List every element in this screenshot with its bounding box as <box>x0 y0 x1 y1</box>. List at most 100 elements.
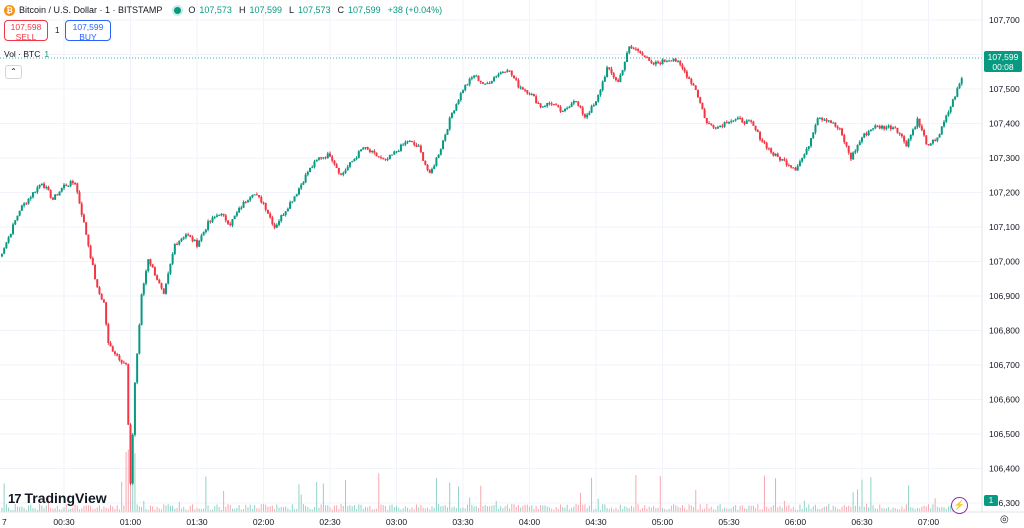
price-axis[interactable]: 106,300 106,400 106,500 106,600 106,700 106,8… <box>989 15 1020 508</box>
volume-bar <box>249 504 251 512</box>
volume-bar <box>899 509 901 512</box>
candle-body <box>393 151 396 155</box>
volume-bar <box>371 509 373 512</box>
volume-bar <box>289 509 291 512</box>
volume-bar <box>402 508 404 512</box>
candle-body <box>767 148 770 150</box>
volume-bar <box>491 505 493 512</box>
volume-bar <box>542 505 544 512</box>
volume-bar <box>433 507 435 512</box>
candle-body <box>176 243 179 245</box>
volume-bar <box>345 479 347 512</box>
low-label: L <box>288 5 294 15</box>
volume-bar <box>500 506 502 512</box>
volume-bar <box>859 506 861 512</box>
volume-bar <box>167 504 169 512</box>
volume-bar <box>690 505 692 512</box>
volume-bar <box>265 504 267 512</box>
candle-body <box>242 201 245 208</box>
volume-bar <box>449 482 451 512</box>
volume-bar <box>56 505 58 512</box>
volume-bar <box>812 506 814 512</box>
volume-bar <box>681 505 683 512</box>
volume-bar <box>896 509 898 512</box>
candle-body <box>215 215 218 217</box>
candle-body <box>100 293 103 300</box>
lightning-icon[interactable]: ⚡ <box>951 497 968 514</box>
candle-body <box>668 60 671 62</box>
volume-bar <box>212 509 214 512</box>
candle-body <box>852 152 855 160</box>
volume-bar <box>533 509 535 512</box>
volume-bar <box>278 507 280 512</box>
volume-bar <box>662 508 663 512</box>
candle-body <box>883 125 886 129</box>
collapse-legend-button[interactable]: ⌃ <box>5 65 22 79</box>
volume-bar <box>74 504 76 512</box>
volume-bar <box>65 504 67 512</box>
volume-bar <box>877 509 879 512</box>
candle-body <box>759 131 762 140</box>
volume-bar <box>338 509 340 512</box>
candle-body <box>754 125 757 131</box>
volume-bar <box>808 504 810 512</box>
volume-bar <box>701 509 703 512</box>
candle-body <box>601 81 604 91</box>
volume-bar <box>728 508 730 512</box>
volume-bar <box>220 509 222 512</box>
volume-bar <box>923 505 925 512</box>
volume-bar <box>471 504 473 512</box>
candle-body <box>745 120 748 124</box>
candle-body <box>107 324 110 344</box>
close-label: C <box>337 5 345 15</box>
candle-body <box>537 103 540 105</box>
candle-body <box>426 164 429 170</box>
volume-bar <box>786 506 788 512</box>
candle-body <box>18 210 21 216</box>
x-tick-label: 03:00 <box>386 517 408 527</box>
candle-body <box>905 141 908 147</box>
x-tick-label: 04:00 <box>519 517 541 527</box>
candle-body <box>481 82 484 84</box>
candle-body <box>801 157 804 162</box>
candle-body <box>23 203 26 206</box>
candle-body <box>442 140 445 150</box>
volume-bar <box>868 507 870 512</box>
volume-bar <box>23 508 25 512</box>
market-open-icon <box>174 6 182 14</box>
volume-bar <box>737 509 739 512</box>
candle-body <box>499 72 502 75</box>
volume-bar <box>41 505 43 512</box>
candle-body <box>909 134 912 140</box>
last-price-label: 107,599 00:08 <box>984 51 1022 72</box>
time-axis[interactable]: 7 00:30 01:00 01:30 02:00 02:30 03:00 03:30 04:0… <box>2 517 939 527</box>
candle-body <box>892 127 895 130</box>
volume-bar <box>599 509 601 512</box>
candle-body <box>9 233 12 238</box>
volume-bar <box>50 507 52 512</box>
open-label: O <box>188 5 196 15</box>
buy-button[interactable]: 107,599 BUY <box>65 20 111 42</box>
candle-body <box>382 157 385 159</box>
candle-body <box>111 346 114 352</box>
sell-button[interactable]: 107,598 SELL <box>4 20 48 42</box>
volume-bar <box>883 508 885 512</box>
candle-body <box>630 46 633 49</box>
tradingview-logo[interactable]: 17 TradingView <box>8 490 107 506</box>
volume-bar <box>912 507 914 512</box>
volume-legend[interactable]: Vol · BTC 1 <box>4 49 49 59</box>
candle-body <box>129 424 132 484</box>
symbol-title[interactable]: Bitcoin / U.S. Dollar · 1 · BITSTAMP <box>19 5 163 15</box>
candle-body <box>337 167 340 174</box>
volume-bar <box>424 508 426 512</box>
volume-bar <box>154 509 156 512</box>
volume-bar <box>819 509 821 512</box>
volume-bar <box>10 509 12 512</box>
settings-icon[interactable]: ◎ <box>1000 514 1009 525</box>
candle-body <box>187 234 190 236</box>
volume-bar <box>364 506 366 512</box>
candle-body <box>960 78 963 84</box>
volume-bar <box>535 506 537 512</box>
candle-body <box>794 167 797 171</box>
